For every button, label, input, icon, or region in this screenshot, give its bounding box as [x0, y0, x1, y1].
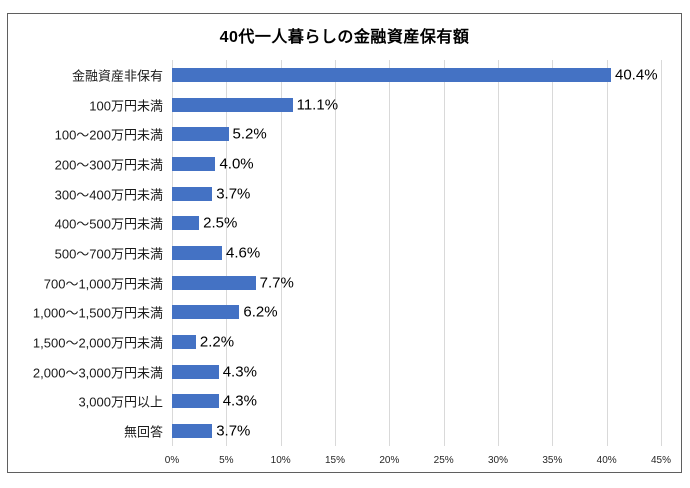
value-label: 4.6%: [225, 244, 261, 262]
category-label: 500～700万円未満: [54, 246, 163, 262]
bar-row: 700～1,000万円未満 7.7%: [44, 268, 661, 298]
category-label: 700～1,000万円未満: [43, 276, 163, 292]
bar: [172, 186, 213, 201]
category-label: 400～500万円未満: [54, 216, 163, 232]
gridline: [389, 60, 391, 446]
category-label: 300～400万円未満: [54, 187, 163, 203]
bar-row: 2,000～3,000万円未満 4.3%: [33, 357, 661, 387]
bar: [172, 394, 219, 409]
bar-row: 100～200万円未満 5.2%: [55, 119, 661, 149]
x-tick-label: 25%: [433, 455, 454, 466]
bar-row: 400～500万円未満 2.5%: [55, 208, 661, 238]
value-label: 4.3%: [222, 363, 257, 381]
category-label: 1,000～1,500万円未満: [32, 305, 163, 321]
x-tick-label: 10%: [270, 455, 291, 466]
bar-row: 金融資産非保有 40.4%: [72, 60, 661, 90]
value-label: 3.7%: [216, 422, 251, 440]
gridline: [226, 60, 228, 446]
bar-row: 1,000～1,500万円未満 6.2%: [33, 298, 661, 328]
category-label: 100～200万円未満: [54, 127, 163, 143]
bar: [172, 216, 200, 231]
value-label: 6.2%: [243, 303, 278, 321]
gridline: [606, 60, 608, 446]
value-label: 3.7%: [216, 185, 251, 203]
bar-row: 無回答 3.7%: [124, 416, 661, 446]
bar: [172, 97, 293, 112]
bar-row: 100万円未満 11.1%: [89, 90, 661, 120]
x-tick-label: 0%: [164, 455, 180, 466]
bar: [172, 305, 240, 320]
value-label: 4.3%: [222, 392, 257, 410]
bar-row: 1,500～2,000万円未満 2.2%: [33, 327, 661, 357]
gridline: [443, 60, 445, 446]
value-label: 5.2%: [232, 125, 267, 143]
category-label: 2,000～3,000万円未満: [32, 365, 163, 381]
x-tick-label: 20%: [379, 455, 400, 466]
bar: [172, 245, 222, 260]
x-tick-label: 5%: [219, 455, 234, 466]
chart-title: 40代一人暮らしの金融資産保有額: [219, 29, 470, 46]
bar-row: 500～700万円未満 4.6%: [55, 238, 661, 268]
x-tick-label: 30%: [487, 455, 508, 466]
value-label: 11.1%: [296, 96, 339, 114]
gridline: [334, 60, 336, 446]
category-label: 1,500～2,000万円未満: [32, 335, 163, 351]
plot-area: 0% 5% 10% 15% 20% 25% 30% 35% 40% 45% 金融資産非保有 40.4%…: [33, 60, 671, 466]
category-label: 無回答: [123, 424, 163, 440]
bar-row: 3,000万円以上 4.3%: [78, 387, 661, 417]
value-label: 7.7%: [259, 274, 294, 292]
bar: [172, 275, 256, 290]
bar-row: 300～400万円未満 3.7%: [55, 179, 661, 209]
value-label: 2.5%: [203, 214, 238, 232]
value-label: 2.2%: [199, 333, 235, 351]
category-label: 100万円未満: [89, 98, 163, 114]
chart-area: 40代一人暮らしの金融資産保有額 0% 5% 10% 15% 20% 25% 30% 35% 4…: [7, 13, 682, 473]
gridline: [552, 60, 554, 446]
bar: [172, 67, 611, 82]
x-tick-label: 35%: [542, 455, 563, 466]
bar-row: 200～300万円未満 4.0%: [55, 149, 661, 179]
bar: [172, 424, 213, 439]
gridline: [661, 60, 662, 446]
bar: [172, 156, 216, 171]
x-tick-label: 45%: [650, 455, 672, 466]
value-label: 4.0%: [219, 155, 254, 173]
bar: [172, 364, 219, 379]
gridline: [280, 60, 282, 446]
bar: [172, 335, 196, 350]
value-label: 40.4%: [615, 66, 658, 84]
category-label: 3,000万円以上: [78, 394, 163, 410]
gridline: [497, 60, 499, 446]
x-tick-label: 15%: [324, 455, 345, 466]
category-label: 200～300万円未満: [54, 157, 163, 173]
bar: [172, 127, 229, 142]
x-tick-label: 40%: [596, 455, 617, 466]
category-label: 金融資産非保有: [71, 68, 163, 84]
